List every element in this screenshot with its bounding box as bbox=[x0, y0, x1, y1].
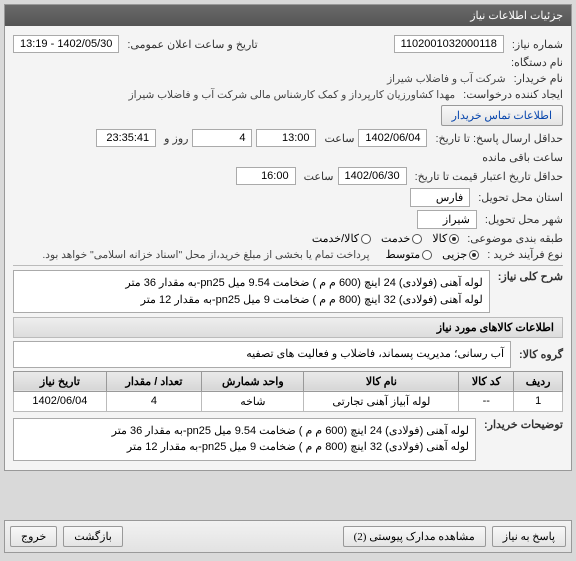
need-line-1: لوله آهنی (فولادی) 24 اینچ (600 م م ) ضخ… bbox=[20, 275, 483, 292]
need-no-label: شماره نیاز: bbox=[512, 38, 563, 51]
time-label-1: ساعت bbox=[324, 132, 354, 145]
group-value: آب رسانی؛ مدیریت پسماند، فاضلاب و فعالیت… bbox=[13, 341, 511, 368]
min-send-label: حداقل ارسال پاسخ: تا تاریخ: bbox=[435, 132, 563, 145]
table-header-row: ردیف کد کالا نام کالا واحد شمارش تعداد /… bbox=[14, 371, 563, 391]
min-time: 13:00 bbox=[256, 129, 316, 147]
time-label-2: ساعت bbox=[304, 170, 334, 183]
back-button[interactable]: بازگشت bbox=[63, 526, 123, 547]
radio-dot-icon bbox=[469, 250, 479, 260]
city-label: شهر محل تحویل: bbox=[485, 213, 563, 226]
remain-time: 23:35:41 bbox=[96, 129, 156, 147]
category-radio-group: کالا خدمت کالا/خدمت bbox=[312, 232, 459, 245]
radio-goods[interactable]: کالا bbox=[432, 232, 459, 245]
col-date: تاریخ نیاز bbox=[14, 371, 107, 391]
buyer-notes-label: توضیحات خریدار: bbox=[484, 418, 563, 431]
creator-label: ایجاد کننده درخواست: bbox=[463, 88, 563, 101]
buyer-value: شرکت آب و فاضلاب شیراز bbox=[387, 73, 505, 85]
radio-dot-icon bbox=[361, 234, 371, 244]
buyer-notes-box: لوله آهنی (فولادی) 24 اینچ (600 م م ) ضخ… bbox=[13, 418, 476, 461]
attachments-button[interactable]: مشاهده مدارک پیوستی (2) bbox=[343, 526, 486, 547]
panel-body: شماره نیاز: 1102001032000118 تاریخ و ساع… bbox=[5, 26, 571, 470]
valid-time: 16:00 bbox=[236, 167, 296, 185]
need-line-2: لوله آهنی (فولادی) 32 اینچ (800 م م ) ضخ… bbox=[20, 292, 483, 309]
buyer-notes-line-1: لوله آهنی (فولادی) 24 اینچ (600 م م ) ضخ… bbox=[20, 423, 469, 440]
need-desc-box: لوله آهنی (فولادی) 24 اینچ (600 م م ) ضخ… bbox=[13, 270, 490, 313]
buyer-notes-line-2: لوله آهنی (فولادی) 32 اینچ (800 م م ) ضخ… bbox=[20, 439, 469, 456]
cell-code: -- bbox=[459, 391, 514, 411]
table-row[interactable]: 1 -- لوله آبیاز آهنی تجارتی شاخه 4 1402/… bbox=[14, 391, 563, 411]
city-value: شیراز bbox=[417, 210, 477, 229]
cell-qty: 4 bbox=[106, 391, 201, 411]
panel-title: جزئیات اطلاعات نیاز bbox=[5, 5, 571, 26]
radio-both[interactable]: کالا/خدمت bbox=[312, 232, 371, 245]
col-code: کد کالا bbox=[459, 371, 514, 391]
footer-bar: پاسخ به نیاز مشاهده مدارک پیوستی (2) باز… bbox=[4, 520, 572, 553]
buy-type-radio-group: جزیی متوسط bbox=[386, 248, 480, 261]
buy-type-label: نوع فرآیند خرید : bbox=[487, 248, 563, 261]
goods-table: ردیف کد کالا نام کالا واحد شمارش تعداد /… bbox=[13, 371, 563, 412]
radio-low[interactable]: جزیی bbox=[442, 248, 479, 261]
group-label: گروه کالا: bbox=[519, 348, 563, 361]
creator-value: مهدا کشاورزیان کارپرداز و کمک کارشناس ما… bbox=[129, 89, 456, 101]
col-row: ردیف bbox=[514, 371, 563, 391]
col-qty: تعداد / مقدار bbox=[106, 371, 201, 391]
radio-dot-icon bbox=[422, 250, 432, 260]
remain-suffix: ساعت باقی مانده bbox=[482, 151, 563, 164]
remain-days: 4 bbox=[192, 129, 252, 147]
cell-unit: شاخه bbox=[202, 391, 304, 411]
payment-note: پرداخت تمام یا بخشی از مبلغ خرید،از محل … bbox=[42, 249, 369, 261]
exit-button[interactable]: خروج bbox=[10, 526, 57, 547]
col-name: نام کالا bbox=[304, 371, 459, 391]
province-value: فارس bbox=[410, 188, 470, 207]
contact-buyer-button[interactable]: اطلاعات تماس خریدار bbox=[441, 105, 563, 126]
divider bbox=[13, 265, 563, 266]
col-unit: واحد شمارش bbox=[202, 371, 304, 391]
radio-mid[interactable]: متوسط bbox=[386, 248, 433, 261]
reply-button[interactable]: پاسخ به نیاز bbox=[492, 526, 566, 547]
cell-date: 1402/06/04 bbox=[14, 391, 107, 411]
need-no-value: 1102001032000118 bbox=[394, 35, 504, 53]
radio-service[interactable]: خدمت bbox=[381, 232, 422, 245]
need-desc-label: شرح کلی نیاز: bbox=[498, 270, 563, 283]
province-label: استان محل تحویل: bbox=[478, 191, 563, 204]
min-date: 1402/06/04 bbox=[358, 129, 427, 147]
remain-days-label: روز و bbox=[164, 132, 188, 145]
valid-date: 1402/06/30 bbox=[338, 167, 407, 185]
announce-value: 1402/05/30 - 13:19 bbox=[13, 35, 119, 53]
category-label: طبقه بندی موضوعی: bbox=[467, 232, 563, 245]
cell-row: 1 bbox=[514, 391, 563, 411]
announce-label: تاریخ و ساعت اعلان عمومی: bbox=[127, 38, 257, 51]
radio-dot-icon bbox=[449, 234, 459, 244]
details-panel: جزئیات اطلاعات نیاز شماره نیاز: 11020010… bbox=[4, 4, 572, 471]
goods-info-title: اطلاعات کالاهای مورد نیاز bbox=[13, 317, 563, 338]
radio-dot-icon bbox=[412, 234, 422, 244]
buyer-label: نام خریدار: bbox=[514, 72, 563, 85]
valid-label: حداقل تاریخ اعتبار قیمت تا تاریخ: bbox=[415, 170, 563, 183]
device-label: نام دستگاه: bbox=[511, 56, 563, 69]
cell-name: لوله آبیاز آهنی تجارتی bbox=[304, 391, 459, 411]
